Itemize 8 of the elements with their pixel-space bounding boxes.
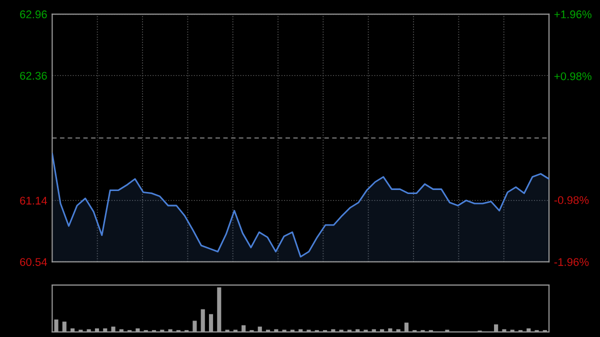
y2-tick-label: +1.96%	[554, 10, 592, 18]
y2-tick-label: +0.98%	[554, 72, 592, 80]
y-tick-label: 60.54	[20, 258, 48, 266]
y-tick-label: 62.96	[20, 10, 47, 18]
y-tick-label: 61.14	[20, 196, 48, 205]
y2-tick-label: -0.98%	[554, 196, 589, 204]
y2-tick-label: -1.96%	[554, 258, 589, 266]
y-tick-label: 62.36	[20, 72, 47, 80]
